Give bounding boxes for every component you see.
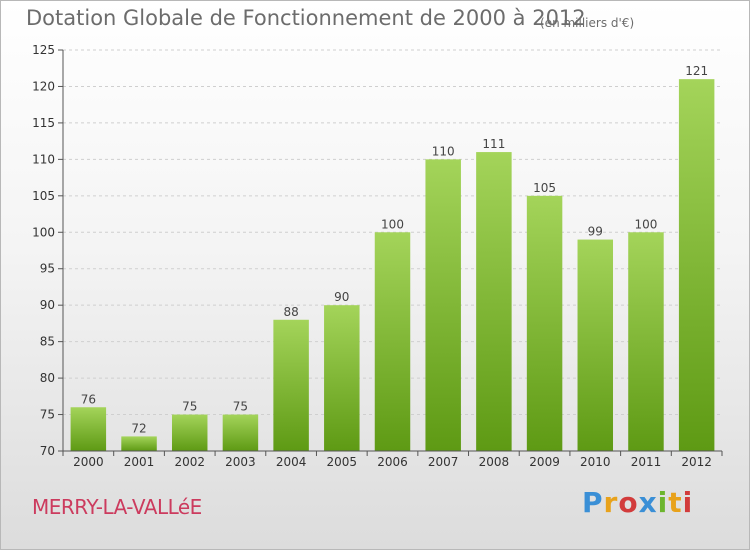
bar-2003[interactable] (222, 414, 259, 451)
labels: 70 75 80 85 90 95 100 105 110 115 120 125 76 2000 72 20… (32, 43, 712, 469)
x-tick-label: 2011 (631, 455, 662, 469)
value-label: 111 (482, 137, 505, 151)
y-tick-label: 95 (40, 262, 55, 276)
bar-2005[interactable] (324, 305, 360, 451)
bar-2001[interactable] (121, 436, 157, 451)
bar-2007[interactable] (425, 159, 461, 451)
logo-letter: P (582, 486, 604, 519)
x-tick-label: 2004 (276, 455, 307, 469)
value-label: 121 (685, 64, 708, 78)
value-label: 75 (233, 400, 248, 414)
value-label: 100 (381, 217, 404, 231)
logo-letter: i (682, 486, 694, 519)
value-label: 75 (182, 400, 197, 414)
value-label: 105 (533, 181, 556, 195)
chart-title: Dotation Globale de Fonctionnement de 20… (26, 6, 586, 30)
value-label: 110 (432, 144, 455, 158)
bar-2011[interactable] (628, 232, 664, 451)
x-tick-label: 2007 (428, 455, 459, 469)
bar-2002[interactable] (171, 414, 208, 451)
y-tick-label: 85 (40, 335, 55, 349)
x-tick-label: 2010 (580, 455, 611, 469)
y-tick-label: 75 (40, 408, 55, 422)
unit-note: (en milliers d'€) (540, 16, 635, 30)
proxiti-logo[interactable]: Proxiti (582, 486, 693, 519)
bar-2008[interactable] (476, 152, 512, 451)
logo-letter: r (603, 486, 619, 519)
y-tick-label: 120 (32, 79, 55, 93)
x-tick-label: 2003 (225, 455, 256, 469)
value-label: 76 (81, 392, 96, 406)
bar-2004[interactable] (273, 319, 309, 451)
bar-2000[interactable] (70, 407, 107, 451)
bar-2009[interactable] (526, 195, 563, 451)
y-tick-label: 115 (32, 116, 55, 130)
x-tick-label: 2009 (529, 455, 560, 469)
value-label: 100 (635, 217, 658, 231)
x-tick-label: 2002 (174, 455, 205, 469)
x-tick-label: 2001 (124, 455, 155, 469)
y-tick-label: 90 (40, 298, 55, 312)
logo-letter: t (668, 486, 683, 519)
y-tick-label: 105 (32, 189, 55, 203)
y-tick-label: 70 (40, 444, 55, 458)
bars (70, 79, 715, 451)
x-tick-label: 2000 (73, 455, 104, 469)
bar-2006[interactable] (374, 232, 411, 451)
logo-letter: o (618, 486, 639, 519)
axes (58, 49, 723, 456)
bar-2012[interactable] (678, 79, 715, 451)
y-tick-label: 125 (32, 43, 55, 57)
logo-letter: i (657, 486, 669, 519)
value-label: 72 (131, 421, 146, 435)
value-label: 99 (588, 225, 603, 239)
value-label: 88 (283, 305, 298, 319)
value-label: 90 (334, 290, 349, 304)
x-tick-label: 2012 (681, 455, 712, 469)
y-tick-label: 100 (32, 225, 55, 239)
y-tick-label: 80 (40, 371, 55, 385)
commune-name: MERRY-LA-VALLéE (32, 495, 202, 519)
y-tick-label: 110 (32, 152, 55, 166)
x-tick-label: 2005 (327, 455, 358, 469)
x-tick-label: 2008 (479, 455, 510, 469)
bar-2010[interactable] (577, 239, 614, 451)
x-tick-label: 2006 (377, 455, 408, 469)
logo-letter: x (638, 486, 658, 519)
